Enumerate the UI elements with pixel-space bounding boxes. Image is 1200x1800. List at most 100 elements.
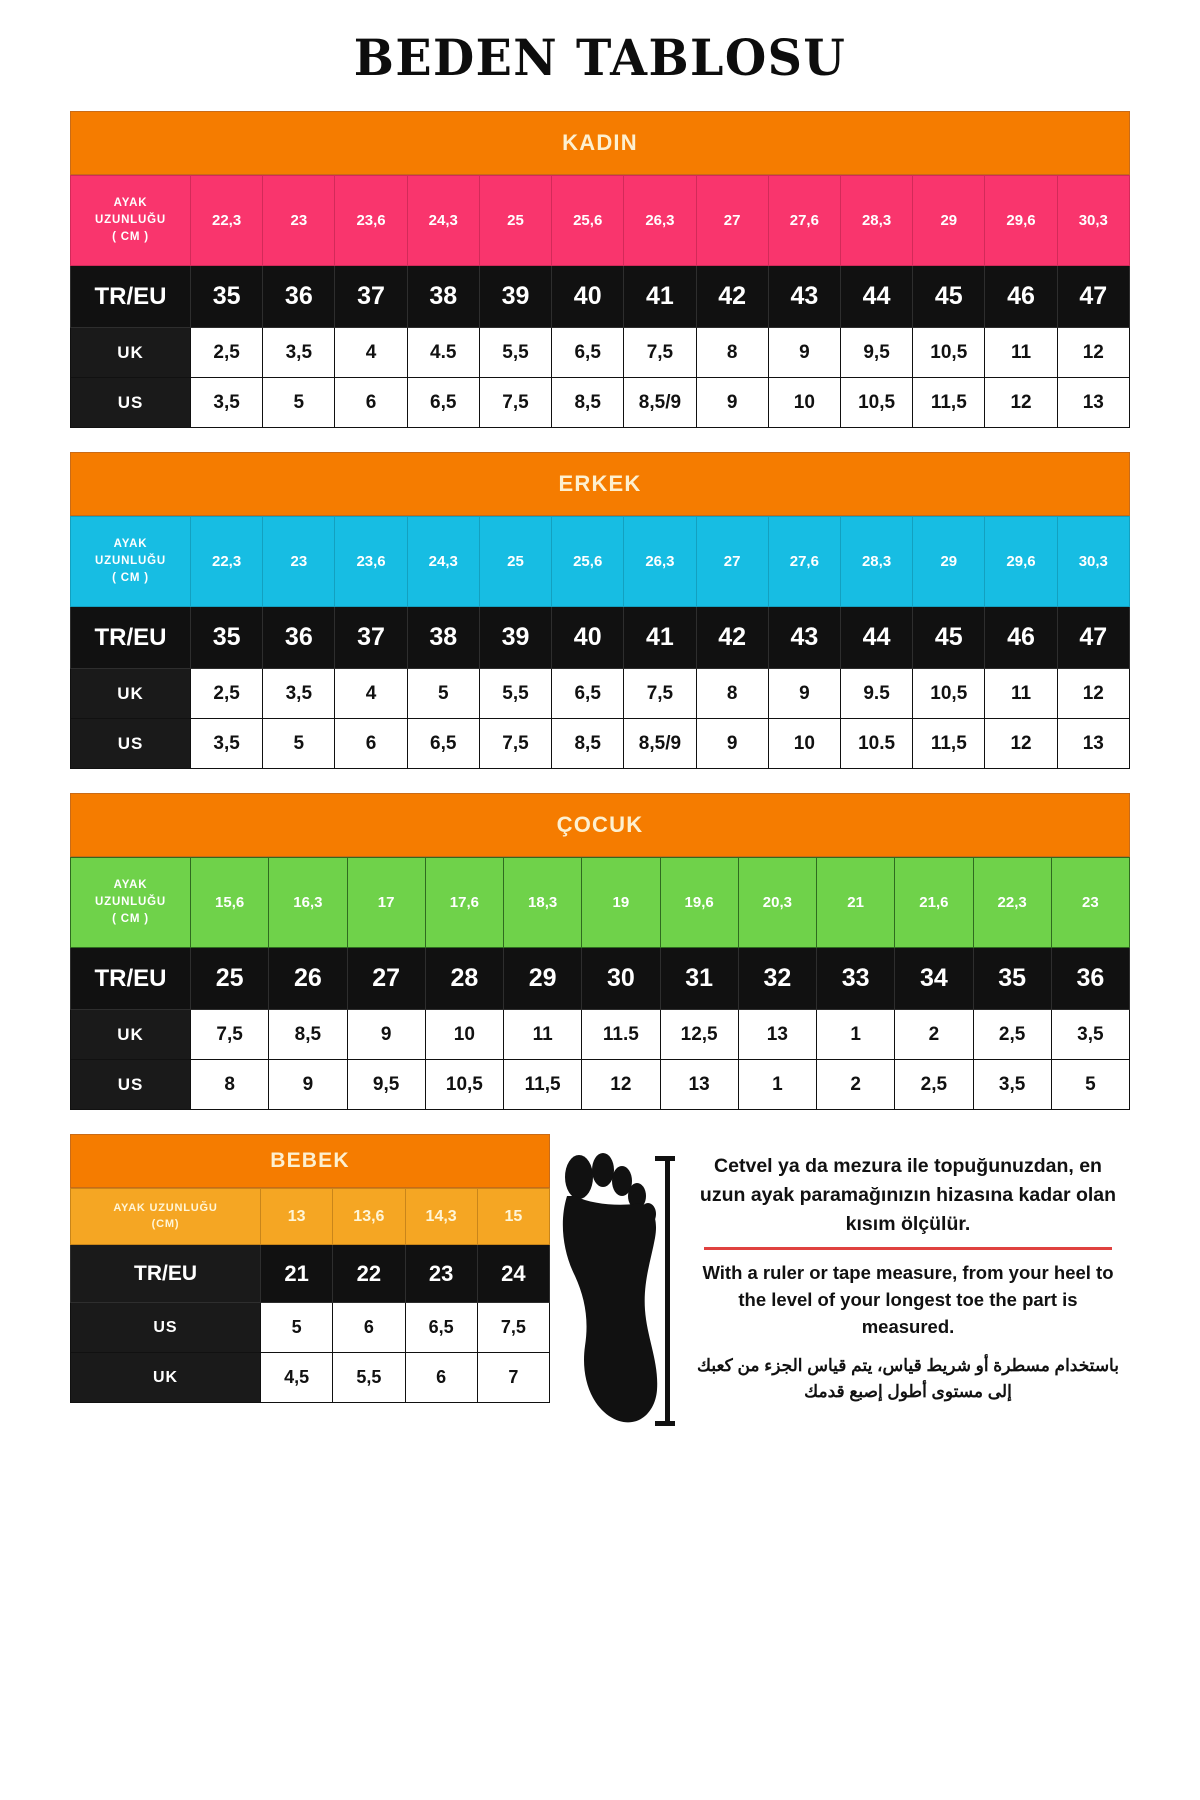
cell-us: 1 xyxy=(737,1059,818,1110)
cm-label-line2: UZUNLUĞU xyxy=(95,555,166,568)
cm-label-line1: AYAK xyxy=(113,197,148,210)
cell-us: 7,5 xyxy=(478,718,553,769)
cell-us: 13 xyxy=(659,1059,739,1110)
cell-uk: 9 xyxy=(767,668,841,719)
cell-us: 13 xyxy=(1056,718,1131,769)
cell-us: 6 xyxy=(332,1302,406,1353)
cell-us: 6,5 xyxy=(406,718,480,769)
cell-uk: 4.5 xyxy=(406,327,480,378)
row-label-us: US xyxy=(70,1059,191,1110)
table-row-uk: UK 2,5 3,5 4 4.5 5,5 6,5 7,5 8 9 9,5 10,… xyxy=(70,327,1131,378)
table-row-uk: UK 4,5 5,5 6 7 xyxy=(70,1352,551,1403)
cell-eu: 28 xyxy=(424,947,505,1010)
cell-uk: 2,5 xyxy=(189,327,264,378)
cell-cm: 28,3 xyxy=(839,516,914,607)
cell-uk: 3,5 xyxy=(1050,1009,1131,1060)
cell-us: 10,5 xyxy=(839,377,914,428)
cell-eu: 47 xyxy=(1056,606,1131,669)
cell-cm: 23 xyxy=(1050,857,1131,948)
cell-uk: 13 xyxy=(737,1009,818,1060)
cell-uk: 11.5 xyxy=(581,1009,661,1060)
row-label-cm: AYAK UZUNLUĞU ( CM ) xyxy=(70,516,191,607)
cell-us: 11,5 xyxy=(502,1059,583,1110)
cell-cm: 28,3 xyxy=(839,175,914,266)
cell-us: 11,5 xyxy=(912,718,986,769)
row-label-eu: TR/EU xyxy=(70,947,191,1010)
cell-us: 12 xyxy=(581,1059,661,1110)
cell-cm: 13,6 xyxy=(332,1188,406,1245)
instruction-turkish: Cetvel ya da mezura ile topuğunuzdan, en… xyxy=(699,1155,1117,1235)
cell-uk: 9 xyxy=(767,327,841,378)
cell-eu: 39 xyxy=(478,265,553,328)
footprint-icon xyxy=(562,1153,675,1426)
cell-us: 6 xyxy=(334,377,408,428)
cm-label-line2: UZUNLUĞU xyxy=(95,214,166,227)
cm-label-line2: UZUNLUĞU xyxy=(95,896,166,909)
table-row-us: US 3,5 5 6 6,5 7,5 8,5 8,5/9 9 10 10,5 1… xyxy=(70,377,1131,428)
row-label-uk: UK xyxy=(70,668,191,719)
bottom-area: BEBEK AYAK UZUNLUĞU (CM) 13 13,6 14,3 15… xyxy=(70,1134,1130,1433)
cell-cm: 27,6 xyxy=(767,516,841,607)
cell-cm: 26,3 xyxy=(623,516,697,607)
cell-eu: 41 xyxy=(623,265,697,328)
cell-cm: 24,3 xyxy=(406,175,480,266)
cell-eu: 30 xyxy=(581,947,661,1010)
cell-us: 3,5 xyxy=(189,718,264,769)
cell-us: 2 xyxy=(815,1059,896,1110)
cell-us: 12 xyxy=(984,377,1058,428)
cell-eu: 42 xyxy=(695,265,769,328)
cell-uk: 9.5 xyxy=(839,668,914,719)
cell-cm: 25,6 xyxy=(551,516,625,607)
bebek-cm-label-line2: (CM) xyxy=(151,1217,180,1230)
cell-uk: 11 xyxy=(984,668,1058,719)
cell-eu: 33 xyxy=(815,947,896,1010)
cell-uk: 8 xyxy=(695,327,769,378)
cell-uk: 8,5 xyxy=(268,1009,348,1060)
cell-uk: 12 xyxy=(1056,327,1131,378)
cell-us: 5 xyxy=(259,1302,334,1353)
cell-eu: 35 xyxy=(189,606,264,669)
cell-us: 3,5 xyxy=(189,377,264,428)
cell-cm: 25 xyxy=(478,175,553,266)
cell-us: 6 xyxy=(334,718,408,769)
cell-us: 10 xyxy=(767,377,841,428)
instruction-arabic: باستخدام مسطرة أو شريط قياس، يتم قياس ال… xyxy=(697,1355,1119,1402)
cell-uk: 12,5 xyxy=(659,1009,739,1060)
cell-us: 8,5/9 xyxy=(623,377,697,428)
section-band-kadin: KADIN xyxy=(70,111,1130,175)
section-bebek: BEBEK AYAK UZUNLUĞU (CM) 13 13,6 14,3 15… xyxy=(70,1134,551,1403)
cell-eu: 22 xyxy=(332,1244,406,1303)
cell-uk: 5,5 xyxy=(332,1352,406,1403)
section-cocuk: ÇOCUK AYAK UZUNLUĞU ( CM ) 15,6 16,3 17 … xyxy=(70,793,1131,1110)
cell-uk: 2,5 xyxy=(189,668,264,719)
cell-us: 8,5/9 xyxy=(623,718,697,769)
cell-eu: 29 xyxy=(502,947,583,1010)
cell-cm: 18,3 xyxy=(502,857,583,948)
cm-label-line3: ( CM ) xyxy=(112,230,149,243)
row-label-us: US xyxy=(70,377,191,428)
row-label-eu: TR/EU xyxy=(70,606,191,669)
row-label-cm: AYAK UZUNLUĞU ( CM ) xyxy=(70,175,191,266)
cell-cm: 17 xyxy=(346,857,426,948)
cell-uk: 5 xyxy=(406,668,480,719)
cell-eu: 43 xyxy=(767,606,841,669)
cell-us: 10,5 xyxy=(424,1059,505,1110)
cell-us: 3,5 xyxy=(972,1059,1052,1110)
cell-eu: 39 xyxy=(478,606,553,669)
table-row-eu: TR/EU 25 26 27 28 29 30 31 32 33 34 35 3… xyxy=(70,947,1131,1010)
cell-cm: 19,6 xyxy=(659,857,739,948)
cell-uk: 7,5 xyxy=(623,668,697,719)
cell-cm: 27,6 xyxy=(767,175,841,266)
cell-us: 6,5 xyxy=(404,1302,478,1353)
table-cocuk: AYAK UZUNLUĞU ( CM ) 15,6 16,3 17 17,6 1… xyxy=(70,857,1131,1110)
row-label-cm: AYAK UZUNLUĞU (CM) xyxy=(70,1188,261,1245)
cell-cm: 23 xyxy=(262,516,336,607)
cell-uk: 8 xyxy=(695,668,769,719)
cell-cm: 23,6 xyxy=(334,175,408,266)
cell-uk: 7,5 xyxy=(623,327,697,378)
table-row-us: US 3,5 5 6 6,5 7,5 8,5 8,5/9 9 10 10.5 1… xyxy=(70,718,1131,769)
cell-cm: 22,3 xyxy=(972,857,1052,948)
cell-cm: 23,6 xyxy=(334,516,408,607)
cell-us: 8,5 xyxy=(551,377,625,428)
cell-uk: 10,5 xyxy=(912,668,986,719)
